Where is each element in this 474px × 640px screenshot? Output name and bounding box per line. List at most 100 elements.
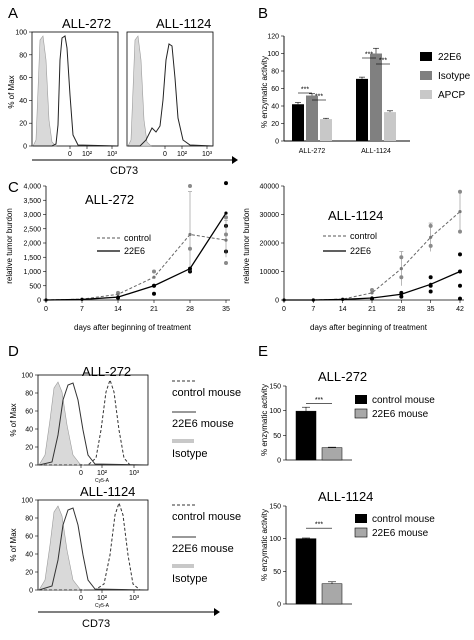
panel-d-bottom-22e6-histogram	[38, 507, 149, 591]
chart-ytick-label: 1,500	[23, 255, 41, 262]
chart-control-mean-point	[399, 267, 403, 271]
panel-d-bottom-frame	[37, 499, 149, 591]
panel-b-ytick-label: 100	[267, 51, 279, 58]
panel-d-top-frame	[37, 374, 149, 466]
panel-b-bar	[320, 119, 332, 141]
panel-d-top-legend-control: control mouse	[172, 387, 241, 399]
chart-22e6-mean-point	[44, 298, 48, 302]
chart-22e6-point	[458, 283, 462, 288]
panel-a-left-isotype-histogram	[32, 35, 57, 147]
panel-b-ytick-label: 40	[271, 104, 279, 111]
panel-b-xtick-label: ALL-272	[299, 148, 326, 155]
panel-e-ytick-label: 150	[269, 504, 281, 511]
chart-xtick-label: 28	[186, 306, 194, 313]
chart-xtick-label: 7	[80, 306, 84, 313]
chart-22e6-point	[458, 252, 462, 257]
chart-22e6-mean-point	[429, 282, 433, 286]
panel-e-ytick-label: 50	[273, 433, 281, 440]
panel-d-ytick-label: 100	[21, 373, 33, 380]
panel-b-sig-label: ***	[301, 87, 309, 94]
panel-c-left-title: ALL-272	[85, 192, 134, 207]
panel-d-xtick-label: 10²	[97, 595, 108, 602]
chart-ytick-label: 2,000	[23, 241, 41, 248]
chart-22e6-mean-point	[116, 295, 120, 299]
panel-b-ytick-label: 80	[271, 69, 279, 76]
panel-e-top-title: ALL-272	[318, 369, 367, 384]
panel-b-xlabels: ALL-272 ALL-1124	[299, 148, 391, 155]
panel-b-bar	[384, 112, 396, 141]
panel-d-xlabel: CD73	[82, 618, 110, 630]
panel-c-left-ylabel: relative tumor burdon	[5, 208, 14, 284]
panel-a-ytick-label: 0	[23, 144, 27, 151]
chart-22e6-point	[428, 275, 433, 280]
panel-e-top-legend-22e6: 22E6 mouse	[372, 409, 429, 420]
panel-d-bottom-legend-22e6: 22E6 mouse	[172, 543, 234, 555]
panel-d-ytick-label: 40	[25, 427, 33, 434]
panel-b-significance: *** *** *** ***	[298, 52, 390, 101]
chart-22e6-point	[428, 289, 433, 294]
chart-xtick-label: 21	[150, 306, 158, 313]
chart-xtick-label: 35	[427, 306, 435, 313]
panel-b-yticks: 0 20 40 60 80 100 120	[267, 34, 284, 146]
panel-letter-b: B	[258, 5, 268, 22]
panel-b-legend-swatch	[420, 90, 432, 99]
chart-control-line	[284, 211, 461, 301]
panel-e-bar	[295, 538, 317, 605]
panel-d-bottom-isotype-histogram	[38, 505, 86, 591]
panel-a-yticks: 0 20 40 60 80 100	[15, 30, 32, 151]
panel-c-right-title: ALL-1124	[328, 208, 383, 223]
panel-letter-d: D	[8, 343, 19, 360]
panel-b-legend-label: 22E6	[438, 52, 462, 63]
panel-a-xlabel: CD73	[110, 165, 138, 177]
chart-xtick-label: 14	[114, 306, 122, 313]
panel-a-xtick-label: 0	[68, 151, 72, 158]
panel-a-left-cd73-histogram	[33, 35, 119, 147]
chart-22e6-line	[45, 212, 227, 301]
chart-ytick-label: 2,500	[23, 226, 41, 233]
panel-e-bottom-legend-22e6-swatch	[354, 527, 368, 538]
panel-c-right-xlabel: days after beginning of treatment	[310, 323, 428, 332]
panel-d-ytick-label: 0	[29, 463, 33, 470]
panel-b-ytick-label: 60	[271, 86, 279, 93]
panel-d-ticks: 0 20 40 60 80 100 0 10² 10³ Cy5-A 0 20 40 60 80 100 0 10²…	[21, 373, 139, 610]
panel-d: ALL-272 ALL-1124 % of Max % of Max 0 20 40…	[9, 364, 241, 630]
panel-d-ytick-label: 20	[25, 570, 33, 577]
panel-b-bar	[306, 95, 318, 141]
panel-d-bottom-ylabel: % of Max	[9, 528, 18, 561]
panel-letter-c: C	[8, 179, 19, 196]
panel-e-top-legend-control: control mouse	[372, 395, 435, 406]
panel-d-axis-small-label: Cy5-A	[95, 478, 110, 484]
panel-a-xtick-label: 0	[163, 151, 167, 158]
chart-22e6-point	[152, 291, 156, 296]
panel-d-bottom-legend-iso-swatch	[172, 564, 194, 568]
panel-d-top-legend-iso: Isotype	[172, 448, 207, 460]
panel-b-legend-label: Isotype	[438, 71, 471, 82]
panel-a: ALL-272 ALL-1124 % of Max 0 20 40 60 80 100 0…	[7, 16, 238, 177]
panel-d-ytick-label: 60	[25, 534, 33, 541]
panel-a-xtick-label: 10³	[202, 151, 213, 158]
panel-a-ylabel: % of Max	[7, 75, 16, 108]
panel-d-xtick-label: 10²	[97, 470, 108, 477]
panel-d-cd73-arrow-head	[214, 608, 220, 616]
panel-c-left-legend-control: control	[124, 233, 151, 243]
panel-e-bar	[295, 410, 317, 461]
panel-b-ytick-label: 120	[267, 34, 279, 41]
panel-a-ytick-label: 60	[19, 75, 27, 82]
panel-e-bar	[321, 583, 343, 605]
panel-a-left-title: ALL-272	[62, 16, 111, 31]
panel-b-ylabel: % enzymatic activity	[260, 56, 269, 128]
panel-b-legend-swatch	[420, 71, 432, 80]
panel-e-bottom-legend-control-swatch	[355, 514, 367, 523]
chart-xtick-label: 28	[397, 306, 405, 313]
chart-ytick-label: 3,500	[23, 198, 41, 205]
chart-xtick-label: 0	[44, 306, 48, 313]
panel-d-ytick-label: 80	[25, 516, 33, 523]
panel-e-top-legend-22e6-swatch	[354, 408, 368, 419]
chart-22e6-point	[458, 296, 462, 301]
panel-a-right-frame	[126, 31, 214, 147]
panel-d-top-legend-iso-swatch	[172, 439, 194, 443]
panel-d-top-title: ALL-272	[82, 364, 131, 379]
panel-d-ytick-label: 80	[25, 391, 33, 398]
chart-ytick-label: 10000	[260, 269, 280, 276]
panel-a-right-isotype-histogram	[127, 35, 152, 147]
